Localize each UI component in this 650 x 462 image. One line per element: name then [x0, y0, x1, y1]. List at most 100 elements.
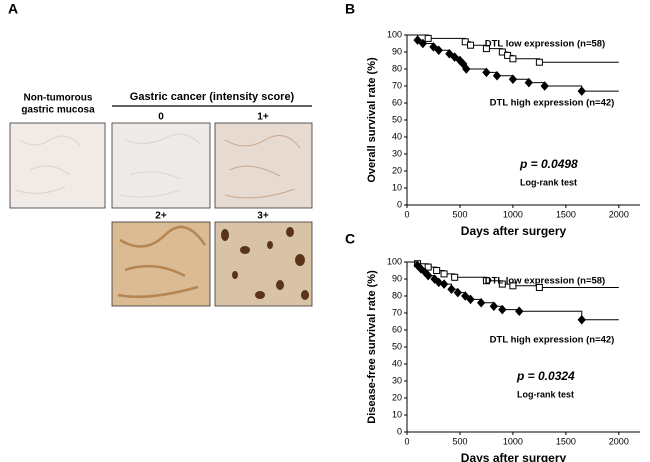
y-tick-label: 70 [392, 307, 402, 317]
x-tick-label: 1500 [556, 209, 576, 219]
marker [535, 58, 543, 66]
marker [450, 52, 459, 62]
marker [434, 45, 443, 56]
x-tick-label: 0 [404, 209, 409, 219]
y-tick-label: 30 [392, 375, 402, 385]
marker [540, 81, 549, 91]
y-tick-label: 90 [392, 273, 402, 283]
marker [509, 55, 517, 63]
marker [515, 306, 524, 317]
marker [466, 294, 475, 305]
y-tick-label: 10 [392, 409, 402, 419]
marker [424, 34, 432, 42]
marker [498, 304, 507, 315]
marker [482, 277, 490, 285]
texture [14, 133, 301, 299]
nuclei [221, 227, 309, 300]
y-tick-label: 10 [392, 182, 402, 192]
marker [451, 273, 459, 281]
y-tick-label: 0 [397, 426, 402, 436]
score-label: 1+ [257, 112, 269, 123]
marker [413, 35, 422, 45]
marker [492, 71, 502, 81]
series-label: DTL low expression (n=58) [485, 276, 605, 287]
marker [429, 42, 438, 52]
score-label: 3+ [257, 211, 269, 222]
marker [447, 284, 456, 294]
cancer-label: Gastric cancer (intensity score) [130, 91, 295, 103]
y-tick-label: 100 [387, 256, 402, 266]
x-tick-label: 500 [452, 209, 467, 219]
y-tick-label: 50 [392, 114, 402, 124]
marker [440, 270, 448, 278]
panel-label: B [345, 1, 355, 17]
y-tick-label: 80 [392, 63, 402, 73]
y-tick-label: 60 [392, 324, 402, 334]
y-tick-label: 20 [392, 392, 402, 402]
marker [434, 277, 443, 288]
normal-label: Non-tumorous [24, 93, 93, 104]
marker [508, 74, 518, 84]
y-tick-label: 70 [392, 80, 402, 90]
marker [535, 284, 543, 291]
marker [577, 315, 586, 325]
x-tick-label: 2000 [609, 209, 629, 219]
marker [418, 38, 428, 49]
histology-images [9, 122, 313, 307]
score-label: 2+ [155, 211, 167, 222]
score-label: 0 [158, 112, 164, 123]
y-axis-label: Disease-free survival rate (%) [366, 270, 378, 424]
y-tick-label: 40 [392, 131, 402, 141]
y-tick-label: 80 [392, 290, 402, 300]
y-tick-label: 30 [392, 148, 402, 158]
series-label: DTL low expression (n=58) [485, 39, 605, 50]
p-value: p = 0.0498 [519, 157, 578, 171]
marker [524, 77, 533, 88]
test-label: Log-rank test [517, 389, 574, 399]
image-score-2 [111, 221, 211, 307]
x-tick-label: 1000 [503, 436, 523, 446]
x-axis-label: Days after surgery [461, 451, 567, 462]
image-score-1 [214, 122, 313, 209]
marker [453, 287, 463, 298]
marker [476, 298, 486, 308]
y-tick-label: 0 [397, 199, 402, 209]
p-value: p = 0.0324 [516, 369, 575, 383]
marker [509, 282, 517, 290]
marker [467, 41, 475, 49]
marker [424, 263, 432, 271]
marker [462, 64, 471, 74]
x-tick-label: 0 [404, 436, 409, 446]
test-label: Log-rank test [520, 177, 577, 187]
marker [461, 291, 470, 301]
y-tick-label: 100 [387, 29, 402, 39]
x-tick-label: 500 [452, 436, 467, 446]
series-label: DTL high expression (n=42) [490, 98, 615, 109]
marker [498, 280, 506, 288]
image-score-3 [214, 221, 313, 307]
y-tick-label: 20 [392, 165, 402, 175]
marker [433, 267, 441, 274]
y-tick-label: 50 [392, 341, 402, 351]
marker [424, 270, 433, 281]
panel-label: C [345, 231, 355, 247]
image-score-0 [111, 122, 211, 209]
y-tick-label: 90 [392, 46, 402, 56]
marker [482, 45, 490, 53]
x-tick-label: 2000 [609, 436, 629, 446]
x-tick-label: 1500 [556, 436, 576, 446]
y-axis-label: Overall survival rate (%) [366, 57, 378, 183]
marker [482, 67, 491, 78]
panel-label: A [8, 1, 18, 17]
series-label: DTL high expression (n=42) [490, 335, 615, 346]
y-tick-label: 60 [392, 97, 402, 107]
normal-label: gastric mucosa [21, 105, 95, 116]
marker [439, 279, 449, 289]
marker [577, 86, 586, 96]
x-axis-label: Days after surgery [461, 224, 567, 238]
x-tick-label: 1000 [503, 209, 523, 219]
y-tick-label: 40 [392, 358, 402, 368]
image-normal [9, 122, 106, 209]
survival-curve [407, 34, 619, 63]
